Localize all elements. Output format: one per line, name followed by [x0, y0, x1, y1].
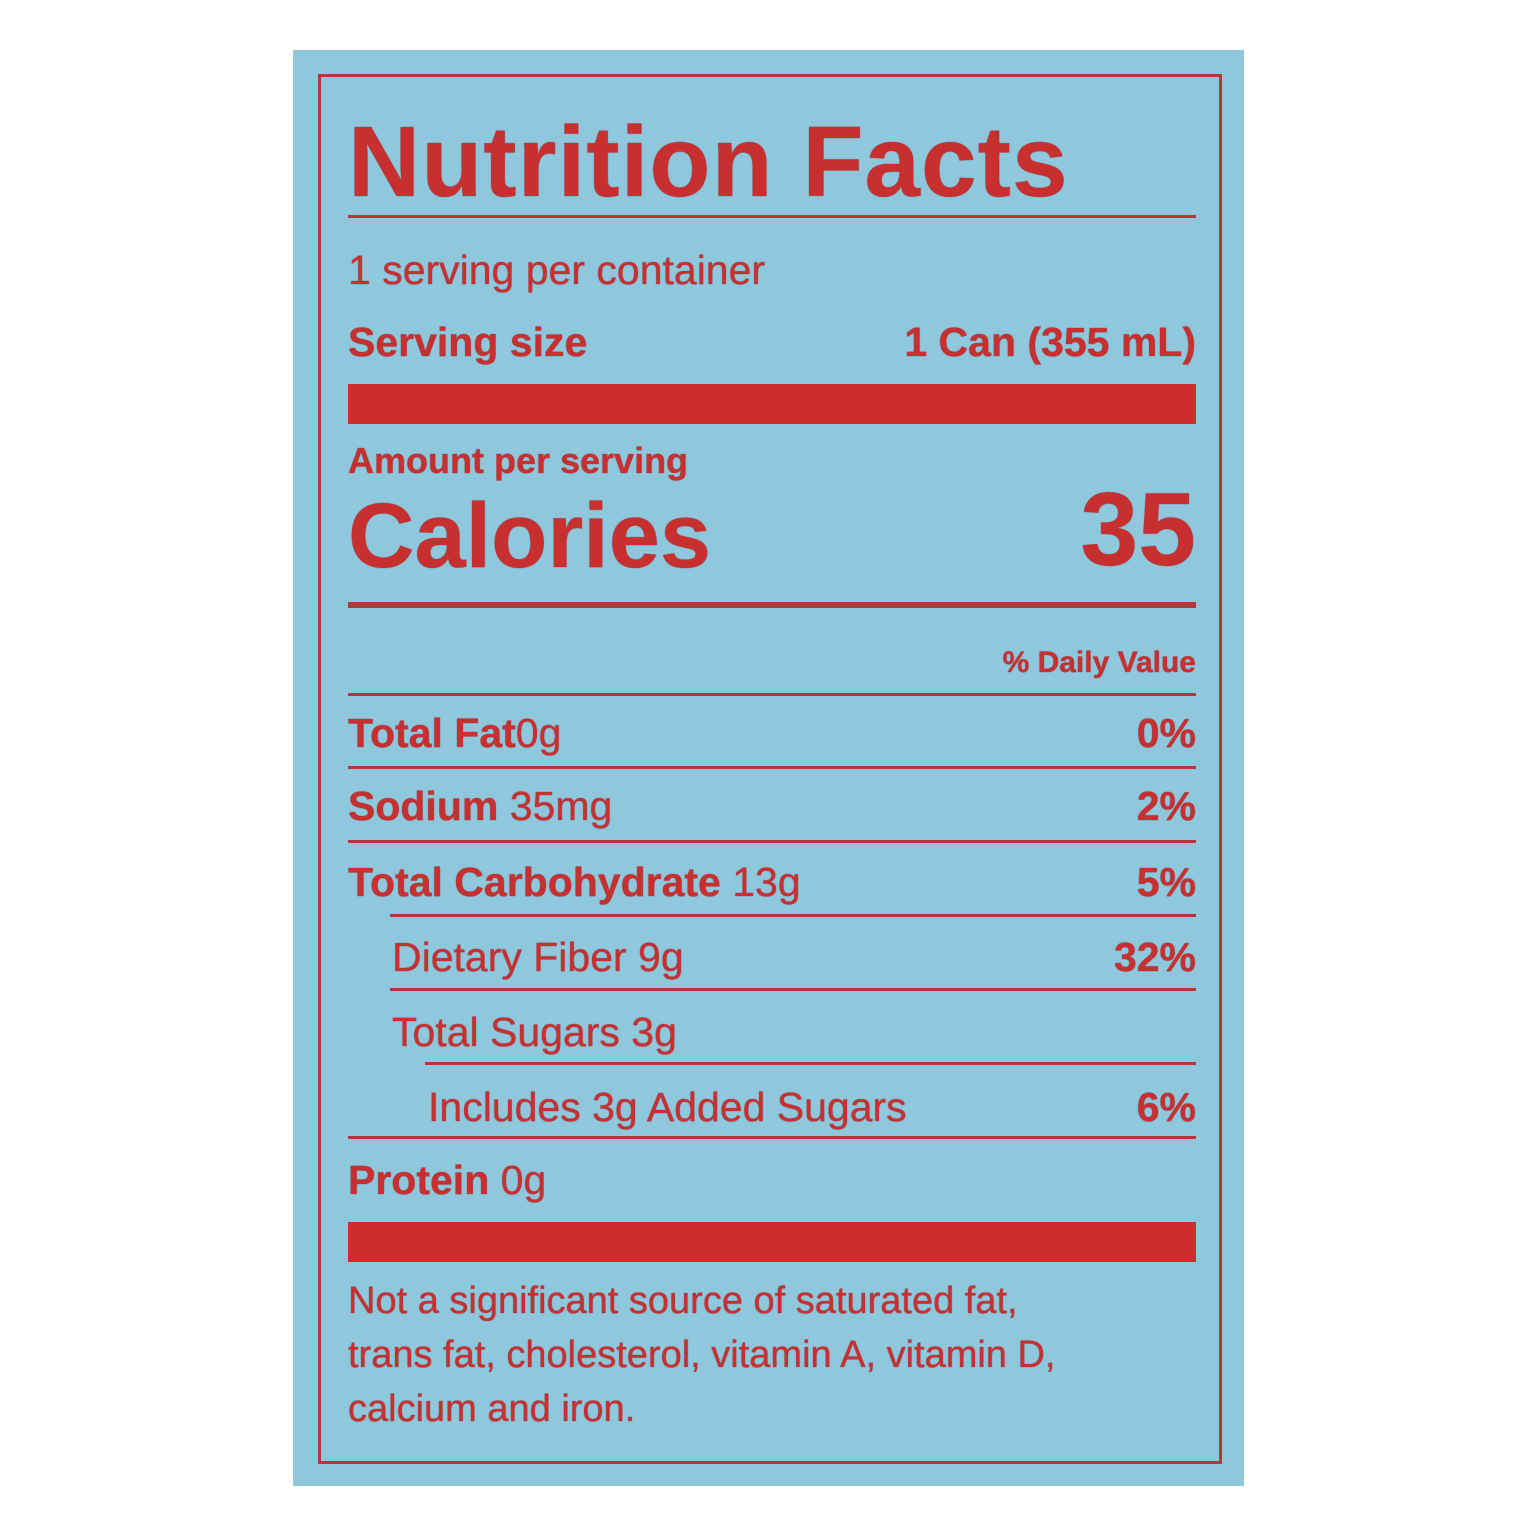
servings-per-container: 1 serving per container — [348, 247, 766, 293]
footnote-line: trans fat, cholesterol, vitamin A, vitam… — [348, 1334, 1056, 1376]
divider — [348, 840, 1196, 843]
serving-size-value: 1 Can (355 mL) — [904, 319, 1196, 365]
thick-divider — [348, 384, 1196, 424]
label-border — [318, 74, 1222, 1464]
label-title: Nutrition Facts — [348, 106, 1069, 218]
medium-divider — [348, 602, 1196, 608]
nutrient-row-total-sugars: Total Sugars 3g — [392, 1009, 677, 1055]
nutrient-row-protein: Protein 0g — [348, 1157, 547, 1203]
thick-divider — [348, 1222, 1196, 1262]
divider — [348, 1136, 1196, 1139]
nutrient-dv: 0% — [1136, 710, 1196, 756]
divider — [348, 215, 1196, 218]
nutrient-dv: 6% — [1136, 1084, 1196, 1130]
amount-per-serving: Amount per serving — [348, 440, 689, 481]
divider — [390, 914, 1196, 917]
nutrient-row-total-fat: Total Fat0g — [348, 710, 562, 756]
nutrient-dv: 32% — [1113, 934, 1196, 980]
divider — [390, 988, 1196, 991]
nutrient-row-sodium: Sodium 35mg — [348, 783, 613, 829]
nutrient-row-total-carbohydrate: Total Carbohydrate 13g — [348, 859, 801, 905]
divider — [425, 1062, 1196, 1065]
footnote-line: Not a significant source of saturated fa… — [348, 1280, 1018, 1322]
nutrient-row-added-sugars: Includes 3g Added Sugars — [428, 1084, 907, 1130]
divider — [348, 693, 1196, 696]
nutrient-row-dietary-fiber: Dietary Fiber 9g — [392, 934, 684, 980]
nutrient-dv: 5% — [1136, 859, 1196, 905]
daily-value-header: % Daily Value — [1002, 646, 1196, 679]
footnote-line: calcium and iron. — [348, 1388, 636, 1430]
calories-label: Calories — [348, 485, 712, 587]
nutrient-dv: 2% — [1136, 783, 1196, 829]
serving-size-label: Serving size — [348, 319, 588, 365]
calories-value: 35 — [1080, 472, 1196, 588]
divider — [348, 766, 1196, 769]
